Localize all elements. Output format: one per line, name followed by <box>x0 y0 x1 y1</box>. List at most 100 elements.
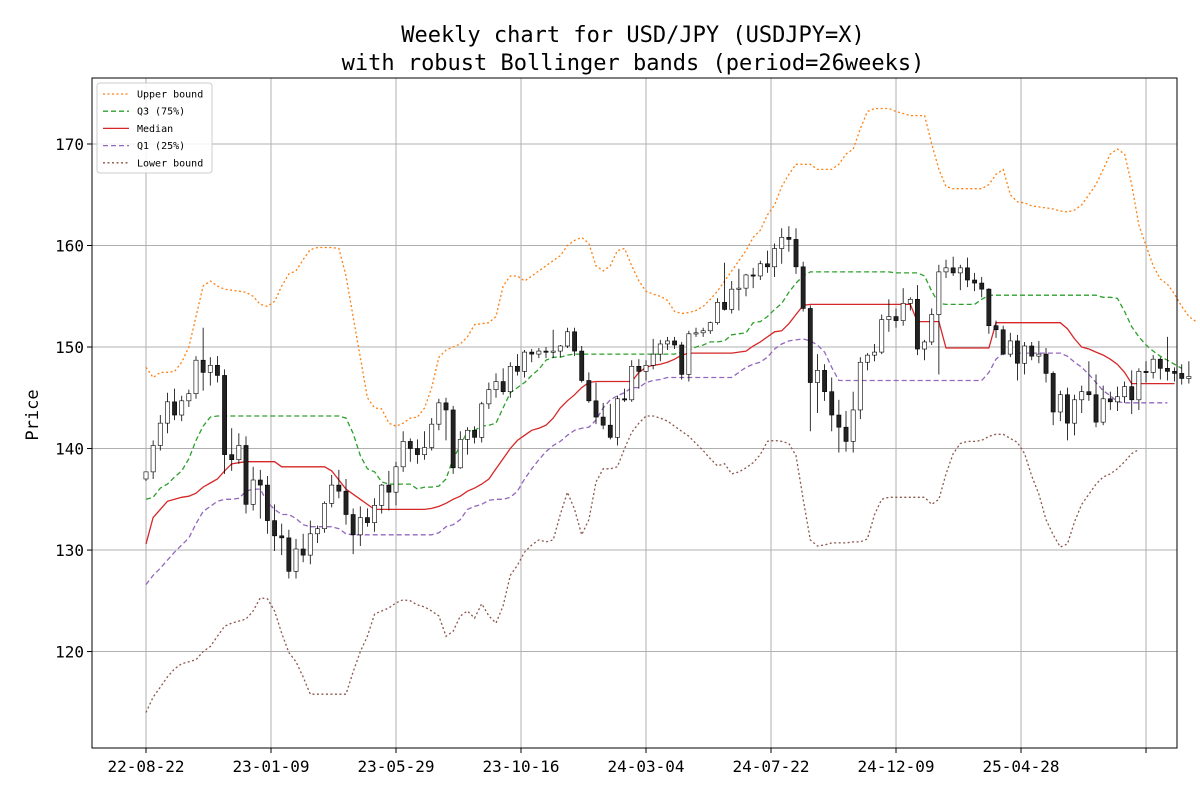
candle-body <box>1157 358 1163 369</box>
y-tick-label: 130 <box>55 541 84 560</box>
candle-body <box>493 381 499 390</box>
candle-body <box>1086 391 1092 396</box>
candle-body <box>757 263 763 277</box>
candle-body <box>150 445 156 473</box>
candle-body <box>1129 386 1135 401</box>
candle-body <box>386 484 392 493</box>
candle-body <box>722 302 727 310</box>
candle-body <box>1093 394 1099 423</box>
candle-body <box>865 354 870 363</box>
candle-body <box>907 299 913 304</box>
candle-body <box>400 441 406 468</box>
y-tick-label: 170 <box>55 135 84 154</box>
candle-body <box>779 237 785 249</box>
candle-body <box>815 370 820 383</box>
plot-area-frame <box>91 77 1178 749</box>
band-median-line <box>145 303 1175 545</box>
candle-body <box>522 351 527 372</box>
candle-body <box>929 314 935 343</box>
candle-body <box>1179 373 1185 379</box>
candlesticks <box>143 226 1192 579</box>
candle-body <box>186 393 192 402</box>
candle-body <box>407 441 413 449</box>
chart-title-line-1: Weekly chart for USD/JPY (USDJPY=X) <box>401 23 865 48</box>
candle-body <box>893 316 899 321</box>
candle-body <box>657 343 663 355</box>
candle-body <box>965 267 970 281</box>
candle-body <box>357 517 363 536</box>
candle-body <box>515 366 520 372</box>
candle-body <box>629 366 635 401</box>
candle-body <box>715 302 720 323</box>
candle-body <box>900 303 906 321</box>
candle-body <box>593 400 599 418</box>
candle-body <box>1007 340 1013 355</box>
candle-body <box>1115 396 1120 403</box>
candle-body <box>307 533 313 556</box>
candle-body <box>250 479 256 505</box>
candle-body <box>993 325 999 331</box>
candle-body <box>822 370 827 392</box>
candle-body <box>229 454 235 460</box>
candle-body <box>207 364 213 373</box>
candle-body <box>950 267 956 274</box>
candle-body <box>1122 386 1127 398</box>
candle-body <box>443 402 449 411</box>
candle-body <box>665 340 670 345</box>
candle-body <box>336 484 342 492</box>
candle-body <box>265 484 270 521</box>
candle-body <box>650 353 656 366</box>
candle-body <box>165 401 170 424</box>
candle-body <box>329 484 335 504</box>
candle-body <box>772 248 777 268</box>
candle-body <box>236 445 242 460</box>
candle-body <box>972 279 977 284</box>
legend-label: Q1 (25%) <box>137 141 185 152</box>
candle-body <box>365 517 370 523</box>
candle-body <box>1057 394 1063 413</box>
candle-body <box>215 364 220 376</box>
candle-body <box>579 350 585 381</box>
candle-body <box>393 466 399 493</box>
candle-body <box>222 375 227 455</box>
candle-body <box>1043 353 1049 374</box>
x-axis-ticks: 22-08-22 23-01-09 23-05-29 23-10-16 24-03-04… <box>107 748 1147 776</box>
x-tick-label: 25-04-28 <box>982 757 1059 776</box>
bollinger-bands <box>145 107 1197 713</box>
candle-body <box>693 332 699 335</box>
candle-body <box>943 267 949 273</box>
candle-body <box>472 429 477 438</box>
candle-body <box>750 274 756 277</box>
legend-box <box>96 82 213 174</box>
candle-body <box>1000 329 1006 355</box>
candle-body <box>736 287 742 290</box>
x-tick-label: 24-07-22 <box>732 757 809 776</box>
candle-body <box>636 366 642 372</box>
candle-body <box>743 274 749 289</box>
candle-body <box>436 402 442 425</box>
candle-body <box>872 351 877 356</box>
candle-body <box>507 366 513 392</box>
chart-title-line-2: with robust Bollinger bands (period=26we… <box>342 51 925 76</box>
candle-body <box>979 282 985 290</box>
band-lower-line <box>145 415 1140 713</box>
candle-body <box>700 330 706 334</box>
candle-body <box>529 351 535 355</box>
candle-body <box>1186 376 1192 379</box>
candle-body <box>850 409 856 442</box>
legend-label: Lower bound <box>137 158 203 169</box>
candle-body <box>257 479 263 486</box>
x-tick-label: 24-03-04 <box>607 757 684 776</box>
candle-body <box>536 350 542 355</box>
legend-label: Q3 (75%) <box>137 107 185 118</box>
candle-body <box>286 537 292 572</box>
grid <box>92 78 1177 748</box>
candle-body <box>157 422 163 446</box>
candle-body <box>986 288 992 326</box>
candle-body <box>857 361 863 411</box>
candle-body <box>557 345 563 352</box>
candle-body <box>1065 394 1070 424</box>
candle-body <box>179 400 185 416</box>
candle-body <box>807 308 813 383</box>
